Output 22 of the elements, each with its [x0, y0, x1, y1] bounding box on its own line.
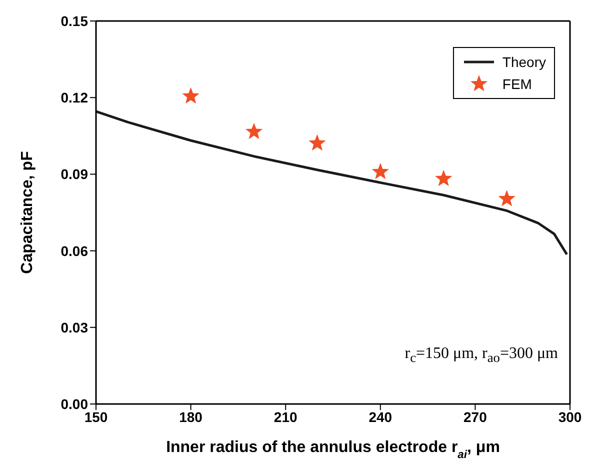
x-tick-label: 300 — [558, 408, 582, 425]
annotation: r$_{c}$=150 μm, r$_{ao}$=300 μm — [404, 344, 558, 366]
y-tick-label: 0.03 — [60, 319, 88, 336]
y-tick-label: 0.12 — [60, 90, 88, 106]
x-tick-label: 210 — [274, 408, 298, 425]
point — [435, 170, 452, 186]
x-tick-label: 240 — [368, 408, 392, 425]
point — [372, 162, 389, 180]
x-tick-label: 180 — [179, 408, 203, 425]
y-axis-title: Capacitance, pF — [19, 150, 36, 274]
point — [245, 122, 263, 140]
point — [498, 190, 516, 206]
x-tick-label: 270 — [464, 408, 488, 425]
legend-label: Theory — [502, 54, 546, 70]
x-axis-title: Inner radius of the annulus electrode r$_{ai}$, μm — [166, 439, 500, 461]
legend-label: FEM — [502, 76, 532, 92]
y-tick-label: 0.09 — [60, 166, 88, 182]
y-tick-label: 0.15 — [60, 12, 88, 29]
point — [308, 134, 326, 151]
line-series — [96, 110, 568, 256]
point — [182, 87, 200, 104]
y-tick-label: 0.06 — [60, 242, 88, 259]
